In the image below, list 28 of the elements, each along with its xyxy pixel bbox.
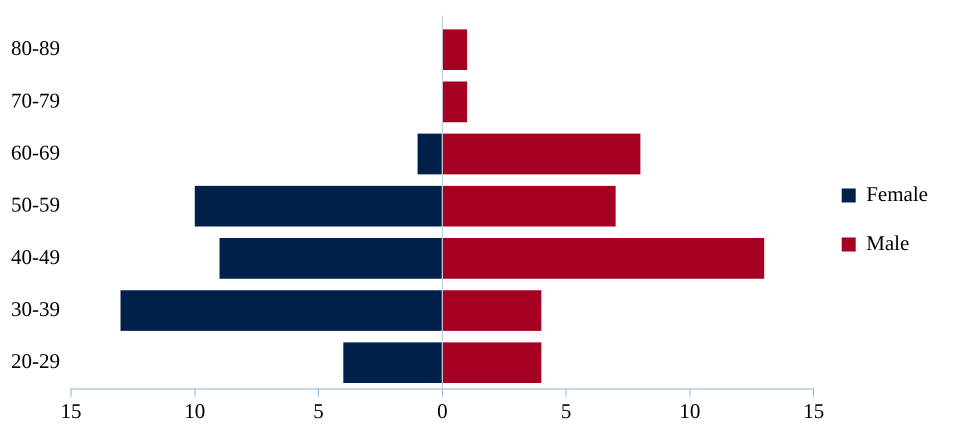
y-tick-label: 40-49 [10,244,60,269]
x-tick-label: 10 [184,398,206,423]
bar [442,134,640,174]
x-tick-label: 15 [60,398,82,423]
y-tick-label: 20-29 [10,349,60,374]
y-tick-label: 30-39 [10,297,60,322]
bar [220,238,442,279]
bar [343,342,442,384]
bar [442,186,616,227]
x-tick-label: 10 [679,398,700,423]
bar [442,238,764,279]
x-tick-label: 15 [803,398,824,423]
bar [418,134,442,174]
x-tick-label: 5 [313,398,324,423]
bar [442,82,468,122]
y-tick-label: 60-69 [10,140,60,165]
legend-label: Female [866,182,928,206]
x-tick-label: 0 [437,398,448,423]
bar [442,29,468,70]
bar [120,290,442,331]
bar [194,186,442,227]
bar [442,342,542,384]
y-tick-label: 70-79 [10,88,60,112]
y-tick-label: 50-59 [10,192,60,217]
x-tick-label: 5 [560,398,572,423]
legend-label: Male [866,231,910,256]
y-tick-label: 80-89 [10,36,60,60]
bar [442,290,542,331]
